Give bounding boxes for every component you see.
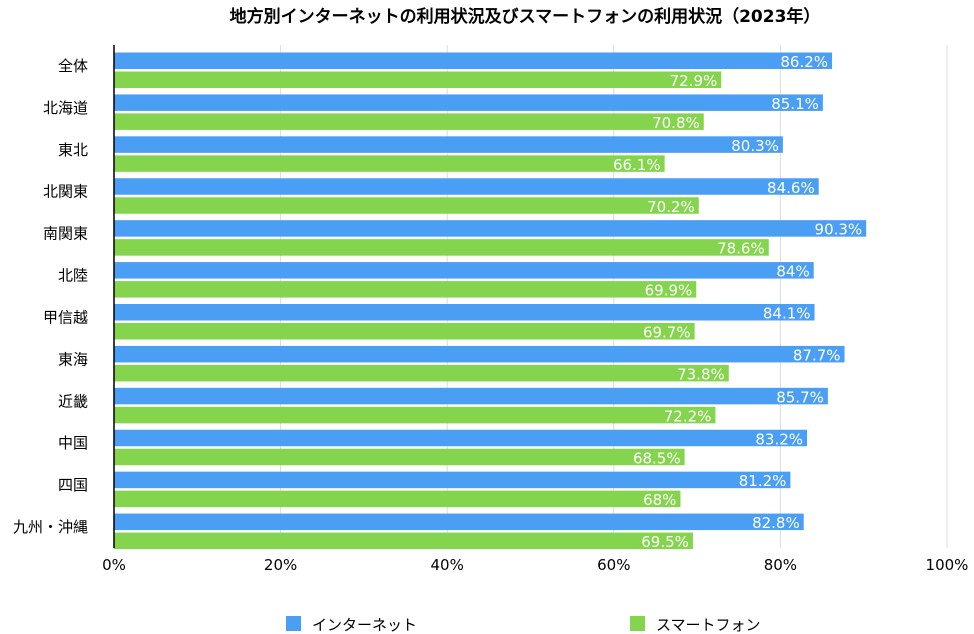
bar-smartphone	[114, 197, 699, 214]
bar-smartphone	[114, 364, 729, 382]
bar-smartphone	[114, 281, 697, 298]
category-label: 北海道	[43, 99, 88, 117]
data-label: 70.8%	[652, 114, 700, 132]
bar-internet	[114, 136, 783, 153]
data-label: 81.2%	[739, 472, 787, 490]
category-label: 北関東	[43, 183, 88, 201]
data-label: 80.3%	[731, 137, 779, 155]
chart-title: 地方別インターネットの利用状況及びスマートフォンの利用状況（2023年）	[230, 6, 821, 27]
bar-internet	[114, 471, 791, 489]
bar-internet	[114, 429, 808, 447]
category-label: 近畿	[58, 392, 88, 410]
data-label: 87.7%	[793, 346, 841, 364]
data-label: 73.8%	[677, 365, 725, 383]
data-label: 78.6%	[717, 240, 765, 258]
bar-internet	[114, 513, 804, 531]
category-label: 中国	[58, 434, 88, 452]
legend-swatch-internet	[286, 616, 301, 631]
legend-swatch-smartphone	[630, 616, 645, 631]
category-label: 四国	[58, 476, 88, 494]
bar-smartphone	[114, 239, 769, 256]
data-label: 85.7%	[776, 388, 824, 406]
bar-smartphone	[114, 155, 665, 172]
bar-internet	[114, 304, 815, 321]
category-label: 東北	[58, 141, 88, 159]
bar-internet	[114, 262, 814, 279]
data-label: 70.2%	[647, 198, 695, 216]
bar-internet	[114, 345, 845, 363]
data-label: 68%	[643, 491, 676, 509]
category-label: 全体	[58, 57, 88, 75]
bar-smartphone	[114, 323, 695, 340]
data-label: 66.1%	[613, 156, 661, 174]
data-label: 68.5%	[633, 449, 681, 467]
x-tick-label: 20%	[264, 556, 297, 574]
bar-internet	[114, 178, 819, 195]
x-tick-label: 40%	[431, 556, 464, 574]
x-axis-ticks: 0% 20% 40% 60% 80% 100%	[102, 556, 968, 574]
legend-label-smartphone: スマートフォン	[656, 616, 761, 634]
category-label: 東海	[58, 350, 88, 368]
bar-smartphone	[114, 113, 704, 130]
bar-smartphone	[114, 490, 681, 508]
data-label: 84%	[776, 263, 809, 281]
category-label: 北陸	[58, 267, 88, 285]
data-label: 90.3%	[815, 221, 863, 239]
bar-internet	[114, 220, 867, 237]
bar-smartphone	[114, 71, 722, 88]
data-label: 69.5%	[641, 533, 689, 551]
legend-label-internet: インターネット	[312, 616, 417, 634]
data-label: 83.2%	[755, 430, 803, 448]
bar-internet	[114, 94, 823, 111]
bars: 86.2% 72.9% 85.1% 70.8% 80.3% 66.1% 84.6% 70.2%…	[114, 52, 867, 551]
data-label: 69.7%	[643, 324, 691, 342]
x-tick-label: 100%	[926, 556, 969, 574]
category-label: 南関東	[43, 225, 88, 243]
category-label: 九州・沖縄	[13, 518, 88, 536]
data-label: 72.9%	[670, 72, 718, 90]
bar-smartphone	[114, 448, 685, 466]
x-tick-label: 80%	[764, 556, 797, 574]
category-label: 甲信越	[43, 308, 88, 326]
bar-internet	[114, 52, 833, 69]
data-label: 85.1%	[771, 95, 819, 113]
data-label: 72.2%	[664, 407, 712, 425]
data-label: 82.8%	[752, 514, 800, 532]
bar-internet	[114, 387, 828, 405]
data-label: 84.6%	[767, 179, 815, 197]
x-tick-label: 0%	[102, 556, 126, 574]
x-tick-label: 60%	[597, 556, 630, 574]
data-label: 84.1%	[763, 305, 811, 323]
bar-smartphone	[114, 406, 716, 424]
legend: インターネット スマートフォン	[286, 616, 761, 634]
data-label: 69.9%	[645, 282, 693, 300]
data-label: 86.2%	[780, 53, 828, 71]
bar-smartphone	[114, 532, 693, 550]
